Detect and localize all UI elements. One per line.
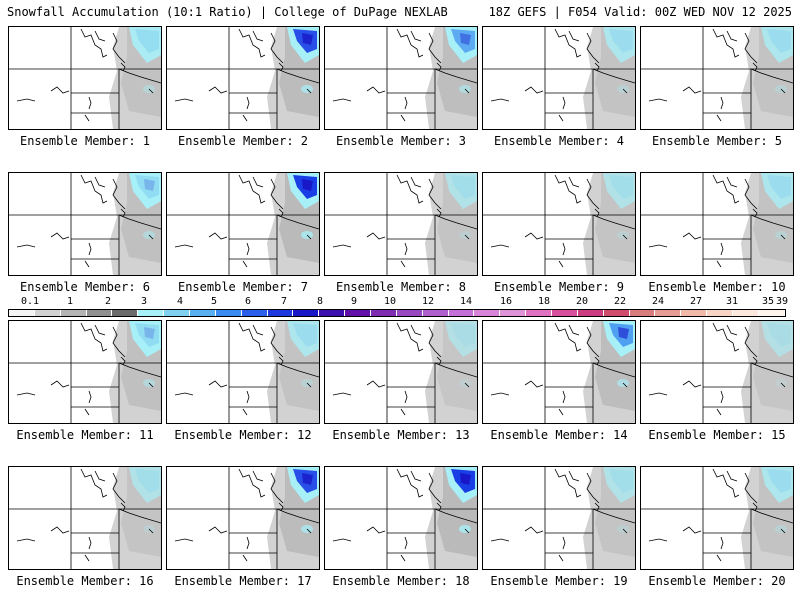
colorbar-swatch	[215, 310, 242, 316]
colorbar-tick-label: 31	[725, 296, 739, 307]
colorbar-swatch	[500, 310, 527, 316]
colorbar-tick-label: 12	[421, 296, 435, 307]
ensemble-member-label: Ensemble Member: 2	[177, 134, 309, 148]
ensemble-member-map	[640, 466, 794, 570]
colorbar-swatch	[319, 310, 346, 316]
ensemble-member-map	[166, 466, 320, 570]
ensemble-member-label: Ensemble Member: 1	[19, 134, 151, 148]
ensemble-member-map	[8, 320, 162, 424]
colorbar-tick-label: 3	[140, 296, 148, 307]
colorbar-tick-label: 9	[350, 296, 358, 307]
ensemble-member-map	[166, 320, 320, 424]
colorbar-tick-label: 7	[280, 296, 288, 307]
colorbar-tick-label: 18	[537, 296, 551, 307]
colorbar-tick-label: 14	[459, 296, 473, 307]
colorbar-tick-label: 10	[383, 296, 397, 307]
colorbar-tick-label: 20	[575, 296, 589, 307]
ensemble-member-map	[324, 26, 478, 130]
ensemble-member-label: Ensemble Member: 5	[651, 134, 783, 148]
ensemble-member-map	[640, 172, 794, 276]
colorbar-swatch	[241, 310, 268, 316]
ensemble-member-label: Ensemble Member: 8	[335, 280, 467, 294]
colorbar-swatch	[526, 310, 553, 316]
colorbar-tick-label: 16	[499, 296, 513, 307]
colorbar-ticks: 0.1 1 2 3 4 5 6 7 8 9 10 12 14 16 18 20 22 24 27 31 35 39	[8, 296, 789, 308]
colorbar-tick-label: 24	[651, 296, 665, 307]
colorbar-swatch	[396, 310, 423, 316]
colorbar-tick-label: 6	[244, 296, 252, 307]
ensemble-member-map	[482, 26, 636, 130]
ensemble-member-label: Ensemble Member: 4	[493, 134, 625, 148]
ensemble-member-map	[640, 26, 794, 130]
ensemble-member-label: Ensemble Member: 18	[332, 574, 470, 588]
colorbar-tick-label: 0.1	[20, 296, 40, 307]
colorbar-swatch	[34, 310, 61, 316]
ensemble-member-map	[324, 172, 478, 276]
ensemble-member-label: Ensemble Member: 20	[648, 574, 786, 588]
colorbar-swatch	[60, 310, 87, 316]
colorbar-swatch	[758, 310, 785, 316]
colorbar-swatch	[448, 310, 475, 316]
colorbar-tick-label: 39	[775, 296, 789, 307]
ensemble-member-label: Ensemble Member: 10	[648, 280, 786, 294]
ensemble-member-map	[324, 466, 478, 570]
ensemble-member-map	[640, 320, 794, 424]
colorbar-swatch	[112, 310, 139, 316]
map-title: Snowfall Accumulation (10:1 Ratio) | Col…	[7, 5, 448, 19]
ensemble-member-label: Ensemble Member: 3	[335, 134, 467, 148]
ensemble-member-label: Ensemble Member: 15	[648, 428, 786, 442]
colorbar-swatch	[293, 310, 320, 316]
ensemble-member-label: Ensemble Member: 9	[493, 280, 625, 294]
ensemble-member-label: Ensemble Member: 13	[332, 428, 470, 442]
colorbar-swatch	[552, 310, 578, 316]
colorbar-tick-label: 27	[689, 296, 703, 307]
colorbar-tick-label: 5	[210, 296, 218, 307]
ensemble-member-label: Ensemble Member: 16	[16, 574, 154, 588]
ensemble-member-label: Ensemble Member: 6	[19, 280, 151, 294]
ensemble-member-label: Ensemble Member: 19	[490, 574, 628, 588]
ensemble-member-label: Ensemble Member: 14	[490, 428, 628, 442]
ensemble-member-label: Ensemble Member: 12	[174, 428, 312, 442]
colorbar-swatch	[267, 310, 294, 316]
model-run-info: 18Z GEFS | F054 Valid: 00Z WED NOV 12 20…	[488, 5, 792, 19]
colorbar-swatch	[655, 310, 682, 316]
snowfall-colorbar	[8, 309, 786, 317]
colorbar-tick-label: 1	[66, 296, 74, 307]
colorbar-swatch	[371, 310, 397, 316]
colorbar-tick-label: 8	[316, 296, 324, 307]
colorbar-swatch	[707, 310, 734, 316]
colorbar-swatch	[138, 310, 165, 316]
colorbar-swatch	[86, 310, 113, 316]
ensemble-member-map	[482, 466, 636, 570]
colorbar-swatch	[577, 310, 604, 316]
ensemble-member-label: Ensemble Member: 7	[177, 280, 309, 294]
colorbar-tick-label: 2	[104, 296, 112, 307]
colorbar-swatch	[603, 310, 630, 316]
ensemble-member-map	[482, 172, 636, 276]
ensemble-member-map	[8, 466, 162, 570]
ensemble-member-label: Ensemble Member: 17	[174, 574, 312, 588]
colorbar-swatch	[164, 310, 191, 316]
colorbar-swatch	[733, 310, 759, 316]
colorbar-tick-label: 35	[761, 296, 775, 307]
colorbar-swatch	[681, 310, 708, 316]
ensemble-member-label: Ensemble Member: 11	[16, 428, 154, 442]
colorbar-swatch	[422, 310, 449, 316]
colorbar-swatch	[629, 310, 656, 316]
colorbar-swatch	[9, 310, 35, 316]
colorbar-swatch	[190, 310, 216, 316]
ensemble-member-map	[8, 26, 162, 130]
colorbar-tick-label: 22	[613, 296, 627, 307]
ensemble-member-map	[8, 172, 162, 276]
colorbar-swatch	[474, 310, 501, 316]
ensemble-member-map	[166, 172, 320, 276]
ensemble-member-map	[166, 26, 320, 130]
colorbar-swatch	[345, 310, 372, 316]
ensemble-member-map	[482, 320, 636, 424]
colorbar-tick-label: 4	[176, 296, 184, 307]
ensemble-member-map	[324, 320, 478, 424]
